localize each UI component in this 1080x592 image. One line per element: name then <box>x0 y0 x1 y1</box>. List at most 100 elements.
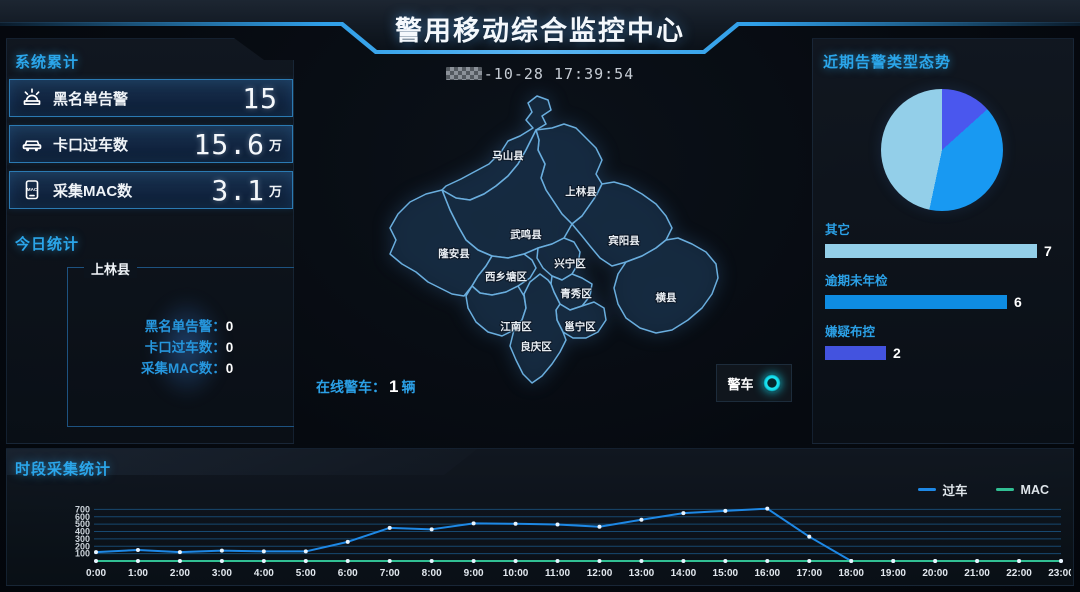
legend-swatch <box>995 488 1014 491</box>
svg-text:23:00: 23:00 <box>1048 568 1071 579</box>
stat-card-vehicle-count: 卡口过车数 15.6 万 <box>9 125 293 163</box>
today-row: 采集MAC数： 0 <box>141 361 234 376</box>
district-label: 武鸣县 <box>510 228 542 241</box>
datetime-display: -10-28 17:39:54 <box>390 65 690 83</box>
online-count: 1 <box>389 377 399 396</box>
svg-text:21:00: 21:00 <box>964 568 990 579</box>
svg-text:20:00: 20:00 <box>922 568 948 579</box>
region-label: 上林县 <box>84 259 138 278</box>
svg-text:6:00: 6:00 <box>338 568 358 579</box>
stat-label: 采集MAC数 <box>53 182 133 200</box>
time-collection-panel: 时段采集统计 过车 MAC 100 200 300 400 500 600 700 0:00 1… <box>6 448 1074 586</box>
svg-text:2:00: 2:00 <box>170 568 190 579</box>
phone-mac-icon: MAC <box>25 180 39 200</box>
district-longan[interactable] <box>389 189 493 297</box>
stat-card-mac-count: MAC 采集MAC数 3.1 万 <box>9 171 293 209</box>
svg-text:5:00: 5:00 <box>296 568 316 579</box>
district-label: 马山县 <box>492 149 524 162</box>
district-binyang[interactable] <box>571 181 673 267</box>
svg-text:19:00: 19:00 <box>880 568 906 579</box>
district-label: 江南区 <box>500 320 532 333</box>
svg-text:15:00: 15:00 <box>713 568 739 579</box>
datetime-text: -10-28 17:39:54 <box>483 65 635 83</box>
stat-card-blacklist-alarm: 黑名单告警 15 <box>9 79 293 117</box>
district-map: 马山县 上林县 武鸣县 宾阳县 隆安县 西乡塘区 兴宁区 青秀区 横县 江南区 … <box>389 95 719 384</box>
svg-text:MAC: MAC <box>27 187 38 192</box>
stat-value: 3.1 <box>211 173 265 207</box>
svg-text:9:00: 9:00 <box>464 568 484 579</box>
svg-text:4:00: 4:00 <box>254 568 274 579</box>
alarm-bar-row: 嫌疑布控 2 <box>825 325 901 361</box>
today-row: 黑名单告警： 0 <box>144 319 234 334</box>
masked-year <box>445 67 482 80</box>
bar-fill <box>825 346 886 360</box>
district-label: 上林县 <box>565 185 597 198</box>
svg-text:8:00: 8:00 <box>422 568 442 579</box>
district-xingning[interactable] <box>536 237 581 281</box>
bar-fill <box>825 295 1007 309</box>
region-map-glow <box>150 296 224 400</box>
stat-value: 15 <box>242 81 278 115</box>
alarm-pie[interactable] <box>881 89 1003 211</box>
siren-icon <box>23 88 41 106</box>
svg-text:1:00: 1:00 <box>128 568 148 579</box>
today-row: 卡口过车数： 0 <box>144 340 234 355</box>
stat-unit: 万 <box>268 137 282 153</box>
district-label: 横县 <box>656 291 677 304</box>
today-stats-box: 上林县 黑名单告警： 0 卡口过车数： 0 采集MAC数： 0 <box>67 259 294 427</box>
stat-label: 黑名单告警 <box>53 90 129 108</box>
legend-item-vehicle[interactable]: 过车 <box>917 480 968 499</box>
chart-legend: 过车 MAC <box>917 480 1049 499</box>
alarm-bar-row: 逾期未年检 6 <box>825 274 1022 310</box>
district-label: 良庆区 <box>520 340 552 353</box>
legend-item-mac[interactable]: MAC <box>995 480 1049 499</box>
district-label: 西乡塘区 <box>485 270 527 283</box>
svg-text:10:00: 10:00 <box>503 568 529 579</box>
district-label: 宾阳县 <box>608 234 640 247</box>
police-car-icon <box>762 374 781 392</box>
svg-text:22:00: 22:00 <box>1006 568 1032 579</box>
time-collection-title: 时段采集统计 <box>15 461 112 478</box>
legend-swatch <box>917 488 936 491</box>
today-stats-title: 今日统计 <box>15 236 80 253</box>
svg-text:100: 100 <box>75 549 90 559</box>
stat-value: 15.6 <box>193 127 265 161</box>
bar-fill <box>825 244 1037 258</box>
panel-header-band <box>7 449 477 475</box>
svg-text:7:00: 7:00 <box>380 568 400 579</box>
district-label: 兴宁区 <box>554 257 586 270</box>
alarm-type-title: 近期告警类型态势 <box>823 54 952 71</box>
system-total-panel: 系统累计 黑名单告警 15 卡口过车数 15.6 万 MAC <box>6 38 294 444</box>
alarm-bar-row: 其它 7 <box>825 223 1052 259</box>
district-liangqing[interactable] <box>509 273 567 384</box>
svg-text:0:00: 0:00 <box>86 568 106 579</box>
svg-text:16:00: 16:00 <box>755 568 781 579</box>
system-total-title: 系统累计 <box>15 54 80 71</box>
svg-text:13:00: 13:00 <box>629 568 655 579</box>
svg-text:300: 300 <box>75 534 90 544</box>
svg-text:3:00: 3:00 <box>212 568 232 579</box>
alarm-bars: 其它 7 逾期未年检 6 嫌疑布控 2 <box>825 219 1063 372</box>
svg-text:700: 700 <box>75 504 90 514</box>
svg-text:500: 500 <box>75 519 90 529</box>
district-label: 邕宁区 <box>564 320 596 333</box>
online-police-cars: 在线警车： 1 辆 <box>316 377 416 396</box>
district-label: 青秀区 <box>560 287 592 300</box>
stat-label: 卡口过车数 <box>53 136 129 154</box>
svg-text:18:00: 18:00 <box>838 568 864 579</box>
svg-text:17:00: 17:00 <box>796 568 822 579</box>
police-car-legend[interactable]: 警车 <box>716 364 792 402</box>
police-car-label: 警车 <box>727 376 754 392</box>
svg-text:200: 200 <box>75 541 90 551</box>
svg-text:400: 400 <box>75 527 90 537</box>
svg-text:12:00: 12:00 <box>587 568 613 579</box>
stat-unit: 万 <box>268 183 282 199</box>
alarm-type-panel: 近期告警类型态势 其它 7 逾期未年检 6 嫌疑布控 2 <box>812 38 1074 444</box>
svg-text:11:00: 11:00 <box>545 568 570 579</box>
page-title: 警用移动综合监控中心 <box>395 16 685 46</box>
svg-text:600: 600 <box>75 512 90 522</box>
car-icon <box>22 140 42 152</box>
district-hengxian[interactable] <box>613 237 719 334</box>
